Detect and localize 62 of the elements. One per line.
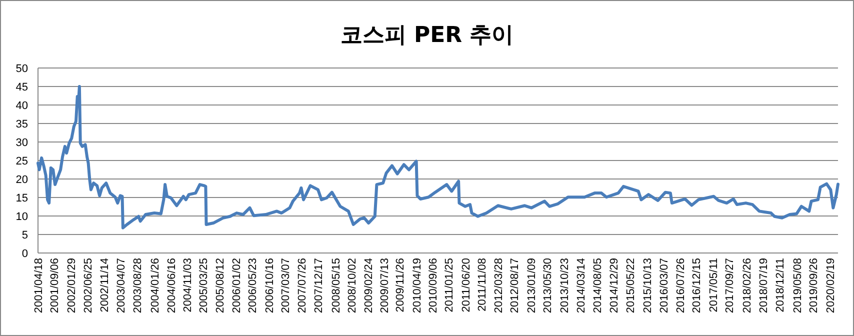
x-tick-label: 2009/02/24 (363, 258, 376, 314)
x-tick-label: 2017/09/27 (724, 258, 736, 314)
x-tick-label: 2018/07/19 (758, 258, 770, 314)
x-tick-label: 2006/05/23 (247, 258, 260, 314)
x-tick-label: 2020/02/19 (824, 258, 837, 314)
y-tick-label: 5 (22, 229, 28, 242)
x-tick-label: 2002/01/29 (66, 258, 78, 314)
x-tick-label: 2011/01/25 (444, 258, 456, 312)
y-tick-label: 35 (16, 118, 28, 130)
x-tick-label: 2014/12/29 (608, 258, 621, 314)
x-tick-label: 2015/05/22 (625, 258, 638, 314)
x-tick-label: 2006/10/16 (264, 258, 276, 314)
y-tick-label: 30 (16, 136, 28, 149)
x-tick-label: 2005/08/12 (214, 258, 226, 314)
x-tick-label: 2014/03/14 (575, 258, 588, 314)
line-series (36, 85, 840, 230)
x-tick-label: 2013/05/30 (542, 258, 554, 314)
y-tick-label: 25 (16, 155, 28, 168)
x-tick-label: 2002/06/25 (82, 258, 95, 314)
y-tick-label: 0 (22, 248, 28, 260)
x-tick-label: 2003/04/07 (116, 258, 128, 314)
x-tick-label: 2004/11/03 (182, 258, 194, 312)
x-tick-label: 2016/12/15 (691, 258, 704, 314)
x-tick-label: 2013/01/09 (526, 258, 538, 314)
y-tick-label: 40 (16, 100, 28, 112)
x-tick-label: 2013/10/23 (558, 258, 571, 314)
x-tick-label: 2006/01/02 (230, 258, 243, 314)
x-tick-label: 2007/03/07 (280, 258, 292, 314)
x-tick-label: 2005/03/25 (198, 258, 210, 314)
x-tick-label: 2015/10/13 (642, 258, 654, 314)
x-tick-label: 2014/08/05 (592, 258, 604, 314)
x-tick-label: 2016/07/26 (674, 258, 687, 314)
x-tick-label: 2012/08/17 (509, 258, 522, 314)
x-tick-label: 2004/06/16 (166, 258, 178, 314)
x-tick-label: 2009/11/26 (394, 258, 407, 312)
x-tick-label: 2001/09/06 (49, 258, 62, 314)
chart-title: 코스피 PER 추이 (340, 23, 514, 48)
y-tick-label: 10 (16, 210, 28, 223)
y-tick-label: 15 (16, 192, 28, 204)
x-tick-label: 2002/11/14 (99, 258, 112, 312)
x-tick-label: 2007/07/26 (296, 258, 308, 314)
x-tick-label: 2018/12/11 (774, 258, 787, 312)
x-tick-label: 2018/02/26 (742, 258, 754, 314)
y-tick-label: 20 (16, 174, 28, 186)
x-tick-label: 2010/09/06 (427, 258, 440, 314)
x-tick-label: 2003/08/28 (132, 258, 144, 314)
x-tick-label: 2019/09/26 (808, 258, 820, 314)
x-tick-label: 2001/04/18 (32, 258, 45, 314)
y-tick-label: 50 (16, 62, 28, 75)
x-tick-label: 2011/06/20 (460, 258, 472, 312)
x-tick-label: 2017/05/11 (708, 258, 720, 312)
x-tick-label: 2012/03/28 (492, 258, 505, 314)
x-tick-label: 2009/07/13 (379, 258, 392, 314)
x-tick-label: 2016/03/07 (658, 258, 671, 314)
x-tick-label: 2004/01/26 (149, 258, 162, 314)
x-tick-label: 2011/11/08 (476, 258, 489, 312)
y-tick-label: 45 (16, 81, 28, 94)
x-tick-label: 2007/12/17 (312, 258, 325, 314)
x-tick-label: 2019/05/08 (792, 258, 804, 314)
x-tick-label: 2010/04/19 (411, 258, 424, 314)
x-tick-label: 2008/10/02 (346, 258, 358, 314)
x-tick-label: 2008/05/15 (330, 258, 342, 314)
